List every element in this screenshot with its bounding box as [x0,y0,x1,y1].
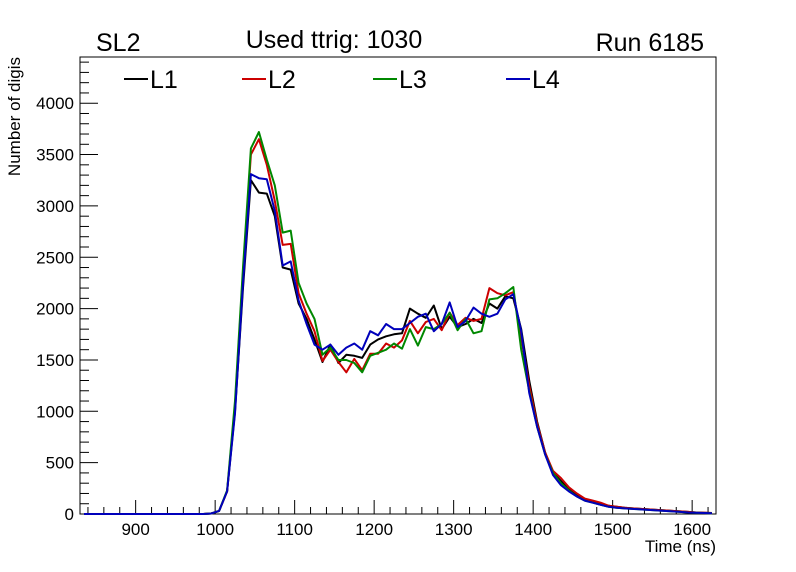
y-axis-label: Number of digis [5,57,24,176]
y-tick-label: 3000 [36,197,74,216]
y-tick-label: 3500 [36,146,74,165]
y-tick-label: 500 [46,454,74,473]
legend-label: L2 [268,66,296,94]
legend-label: L1 [150,66,178,94]
x-tick-label: 1000 [196,520,234,539]
x-tick-label: 900 [121,520,149,539]
y-tick-label: 0 [65,505,74,524]
y-tick-label: 4000 [36,94,74,113]
y-axis-tick-labels: 0 500 1000 1500 2000 2500 3000 3500 4000 [36,94,74,524]
x-tick-label: 1200 [355,520,393,539]
x-tick-label: 1600 [673,520,711,539]
series-lines [84,131,713,515]
x-tick-label: 1500 [594,520,632,539]
chart-title: Used ttrig: 1030 [246,26,423,54]
series-line-l4 [84,173,713,515]
y-tick-label: 2000 [36,300,74,319]
x-tick-label: 1300 [435,520,473,539]
legend-item-l4: L4 [506,66,560,94]
panel-label: SL2 [96,29,140,57]
plot-frame [79,56,717,515]
x-tick-label: 1400 [514,520,552,539]
run-label: Run 6185 [596,29,704,57]
y-axis-ticks [80,61,98,515]
y-tick-label: 1000 [36,402,74,421]
legend: L1 L2 L3 L4 [124,66,560,94]
legend-label: L4 [532,66,560,94]
y-tick-label: 2500 [36,248,74,267]
x-axis-tick-labels: 900 1000 1100 1200 1300 1400 1500 1600 [121,520,711,539]
legend-item-l1: L1 [124,66,178,94]
x-tick-label: 1100 [276,520,313,539]
legend-label: L3 [399,66,427,94]
x-axis-label: Time (ns) [645,537,716,556]
legend-item-l2: L2 [242,66,296,94]
y-tick-label: 1500 [36,351,74,370]
legend-item-l3: L3 [373,66,427,94]
